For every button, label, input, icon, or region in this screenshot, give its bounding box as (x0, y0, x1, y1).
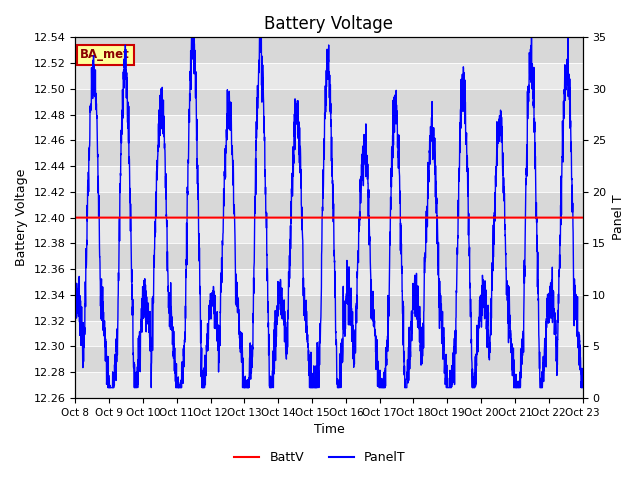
Bar (76, 192, 582, 217)
Y-axis label: Battery Voltage: Battery Voltage (15, 169, 28, 266)
Bar (76, 63, 582, 89)
Bar (76, 372, 582, 398)
Bar (76, 89, 582, 115)
Bar (76, 321, 582, 347)
Text: BA_met: BA_met (81, 48, 130, 61)
Bar (76, 140, 582, 166)
Bar (76, 115, 582, 140)
Bar (76, 347, 582, 372)
Bar (76, 295, 582, 321)
Bar (76, 217, 582, 243)
Bar (76, 166, 582, 192)
Bar (76, 37, 582, 63)
X-axis label: Time: Time (314, 423, 344, 436)
Y-axis label: Panel T: Panel T (612, 195, 625, 240)
Legend: BattV, PanelT: BattV, PanelT (229, 446, 411, 469)
Bar (76, 243, 582, 269)
Title: Battery Voltage: Battery Voltage (264, 15, 394, 33)
Bar (76, 269, 582, 295)
